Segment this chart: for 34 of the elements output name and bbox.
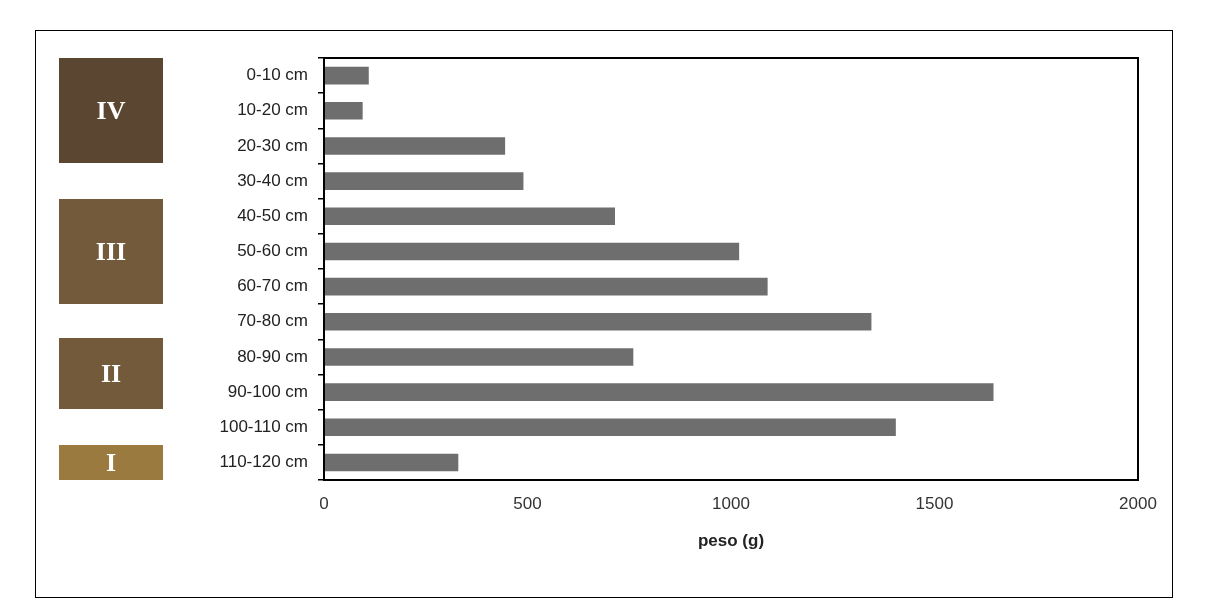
x-tick-label: 2000 — [1119, 493, 1157, 513]
y-tick-label: 40-50 cm — [237, 205, 308, 225]
y-tick-label: 110-120 cm — [219, 452, 308, 472]
x-tick-label: 500 — [513, 493, 542, 513]
y-tick-label: 50-60 cm — [237, 241, 308, 261]
bar — [324, 101, 363, 120]
x-axis-title: peso (g) — [697, 531, 765, 551]
text: I — [105, 447, 117, 478]
y-tick-label: 70-80 cm — [237, 311, 308, 331]
bar — [324, 383, 994, 401]
bar — [324, 242, 740, 261]
bar — [324, 66, 369, 85]
x-tick-label: 1000 — [712, 493, 750, 513]
bar — [324, 277, 768, 296]
y-tick-label: 10-20 cm — [237, 100, 308, 120]
y-tick-label: 60-70 cm — [237, 276, 308, 296]
y-tick-label: 80-90 cm — [237, 346, 308, 366]
bar — [324, 453, 459, 472]
bar — [324, 312, 872, 331]
bar — [324, 348, 634, 366]
bar — [324, 172, 524, 190]
text: II — [100, 358, 122, 389]
text: IV — [96, 95, 126, 126]
text: III — [95, 236, 127, 267]
y-tick-label: 30-40 cm — [237, 170, 308, 190]
x-tick-label: 1500 — [915, 493, 954, 513]
bar — [324, 207, 616, 226]
y-tick-label: 100-110 cm — [219, 416, 308, 436]
y-tick-label: 90-100 cm — [227, 381, 308, 401]
y-tick-label: 20-30 cm — [237, 135, 308, 155]
bar — [324, 418, 896, 437]
y-tick-label: 0-10 cm — [246, 65, 308, 85]
bar — [324, 137, 506, 155]
x-tick-label: 0 — [319, 493, 329, 513]
